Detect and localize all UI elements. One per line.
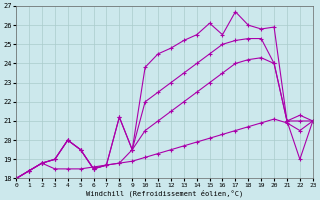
X-axis label: Windchill (Refroidissement éolien,°C): Windchill (Refroidissement éolien,°C) <box>86 189 243 197</box>
